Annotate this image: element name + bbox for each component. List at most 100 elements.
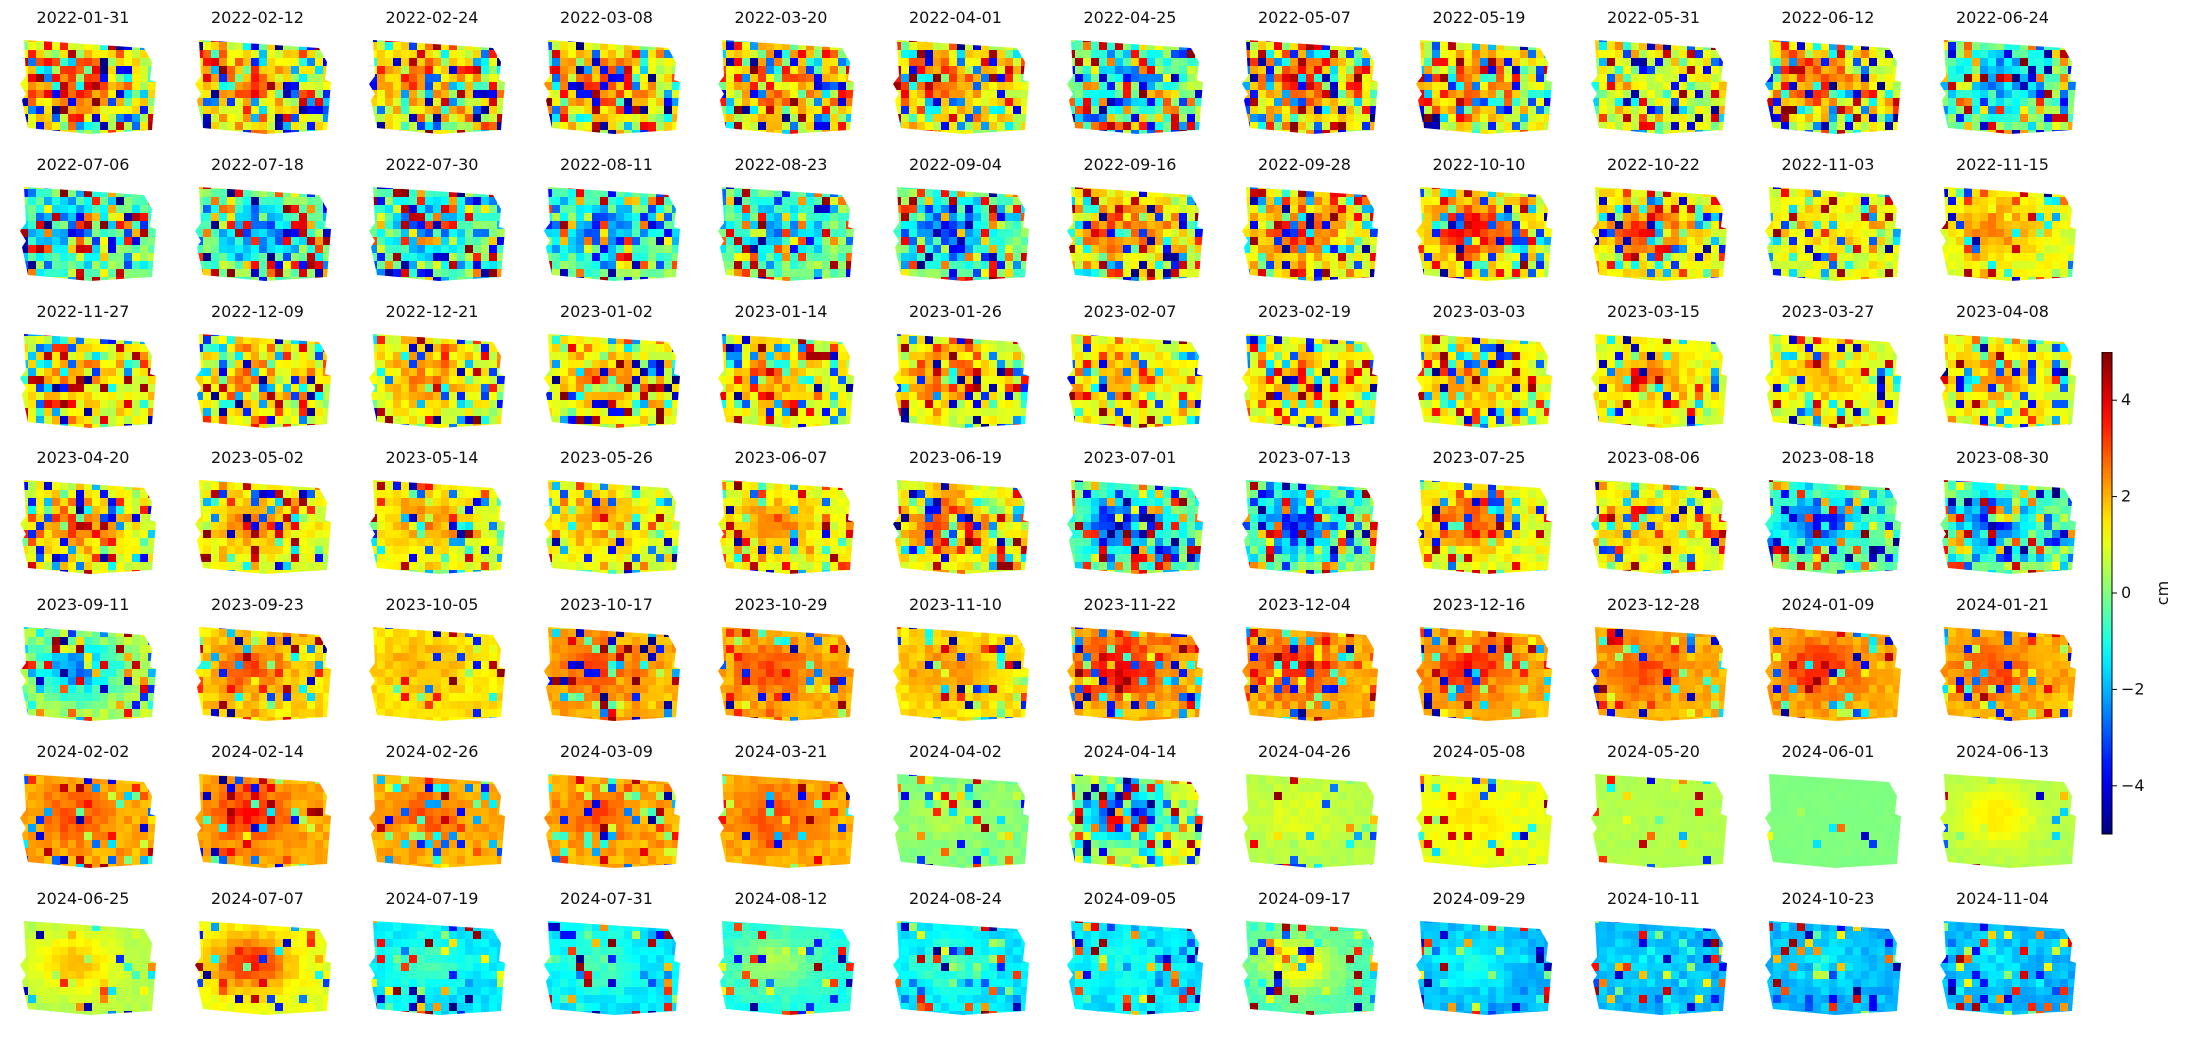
pixel bbox=[742, 114, 750, 122]
pixel bbox=[306, 66, 315, 74]
pixel bbox=[1528, 252, 1536, 261]
pixel bbox=[1432, 58, 1440, 66]
pixel bbox=[1313, 228, 1322, 237]
pixel bbox=[726, 204, 734, 213]
pixel bbox=[575, 186, 584, 189]
pixel bbox=[1987, 50, 1996, 58]
pixel bbox=[1488, 90, 1496, 98]
pixel bbox=[226, 130, 235, 134]
pixel bbox=[1536, 66, 1544, 74]
pixel bbox=[1281, 106, 1290, 114]
pixel bbox=[1107, 252, 1115, 261]
pixel bbox=[1773, 186, 1781, 189]
pixel bbox=[401, 90, 409, 98]
pixel bbox=[790, 82, 798, 90]
pixel bbox=[1147, 244, 1155, 253]
pixel bbox=[1939, 82, 1948, 90]
pixel bbox=[1598, 130, 1607, 134]
pixel bbox=[996, 106, 1005, 114]
pixel bbox=[1305, 122, 1314, 130]
pixel bbox=[1987, 114, 1996, 122]
pixel bbox=[1488, 268, 1496, 277]
pixel bbox=[615, 58, 624, 66]
pixel bbox=[583, 204, 592, 213]
pixel bbox=[1067, 252, 1075, 261]
pixel bbox=[2027, 74, 2036, 82]
pixel bbox=[1630, 66, 1639, 74]
pixel bbox=[1147, 50, 1155, 58]
pixel bbox=[1369, 50, 1378, 58]
pixel bbox=[1281, 122, 1290, 130]
pixel bbox=[132, 82, 140, 90]
pixel bbox=[1670, 268, 1679, 277]
pixel bbox=[814, 228, 822, 237]
pixel bbox=[932, 106, 941, 114]
pixel bbox=[892, 276, 901, 281]
pixel bbox=[44, 66, 52, 74]
pixel bbox=[575, 106, 584, 114]
pixel bbox=[1171, 130, 1179, 134]
pixel bbox=[766, 212, 774, 221]
pixel bbox=[1091, 98, 1099, 106]
pixel bbox=[1718, 204, 1727, 213]
pixel bbox=[250, 42, 259, 50]
pixel bbox=[1614, 188, 1623, 197]
pixel bbox=[1012, 212, 1021, 221]
pixel bbox=[543, 188, 552, 197]
panel-2022-04-25: 2022-04-25 bbox=[1055, 8, 1205, 138]
pixel bbox=[290, 228, 299, 237]
pixel bbox=[1528, 130, 1536, 134]
pixel bbox=[449, 220, 457, 229]
pixel bbox=[1448, 260, 1456, 269]
pixel bbox=[900, 66, 909, 74]
pixel bbox=[583, 66, 592, 74]
pixel bbox=[1456, 90, 1464, 98]
pixel bbox=[726, 260, 734, 269]
pixel bbox=[1107, 50, 1115, 58]
pixel bbox=[822, 58, 830, 66]
pixel bbox=[1686, 260, 1695, 269]
pixel bbox=[116, 130, 124, 134]
pixel bbox=[1670, 50, 1679, 58]
pixel bbox=[948, 40, 957, 42]
pixel bbox=[1313, 244, 1322, 253]
pixel bbox=[631, 260, 640, 269]
pixel bbox=[1369, 130, 1378, 134]
pixel bbox=[750, 82, 758, 90]
pixel bbox=[377, 244, 385, 253]
pixel bbox=[1448, 268, 1456, 277]
pixel bbox=[790, 114, 798, 122]
pixel bbox=[1528, 42, 1536, 50]
pixel bbox=[234, 58, 243, 66]
pixel bbox=[1598, 186, 1607, 189]
pixel bbox=[1099, 122, 1107, 130]
pixel bbox=[1139, 114, 1147, 122]
pixel bbox=[838, 268, 846, 277]
pixel bbox=[202, 188, 211, 197]
pixel bbox=[766, 42, 774, 50]
pixel bbox=[718, 130, 726, 134]
pixel bbox=[401, 212, 409, 221]
pixel bbox=[385, 244, 393, 253]
pixel bbox=[377, 114, 385, 122]
pixel bbox=[1361, 98, 1370, 106]
pixel bbox=[1544, 236, 1552, 245]
pixel bbox=[900, 40, 909, 42]
pixel bbox=[1139, 90, 1147, 98]
pixel bbox=[473, 196, 481, 205]
pixel bbox=[774, 212, 782, 221]
pixel bbox=[1257, 66, 1266, 74]
pixel bbox=[1456, 260, 1464, 269]
pixel bbox=[1630, 260, 1639, 269]
pixel bbox=[202, 260, 211, 269]
pixel bbox=[489, 74, 497, 82]
pixel bbox=[258, 74, 267, 82]
pixel bbox=[497, 188, 505, 197]
pixel bbox=[1598, 260, 1607, 269]
pixel bbox=[1075, 82, 1083, 90]
pixel bbox=[1630, 204, 1639, 213]
pixel bbox=[932, 196, 941, 205]
pixel bbox=[1614, 40, 1623, 42]
pixel bbox=[148, 106, 156, 114]
pixel bbox=[1440, 188, 1448, 197]
